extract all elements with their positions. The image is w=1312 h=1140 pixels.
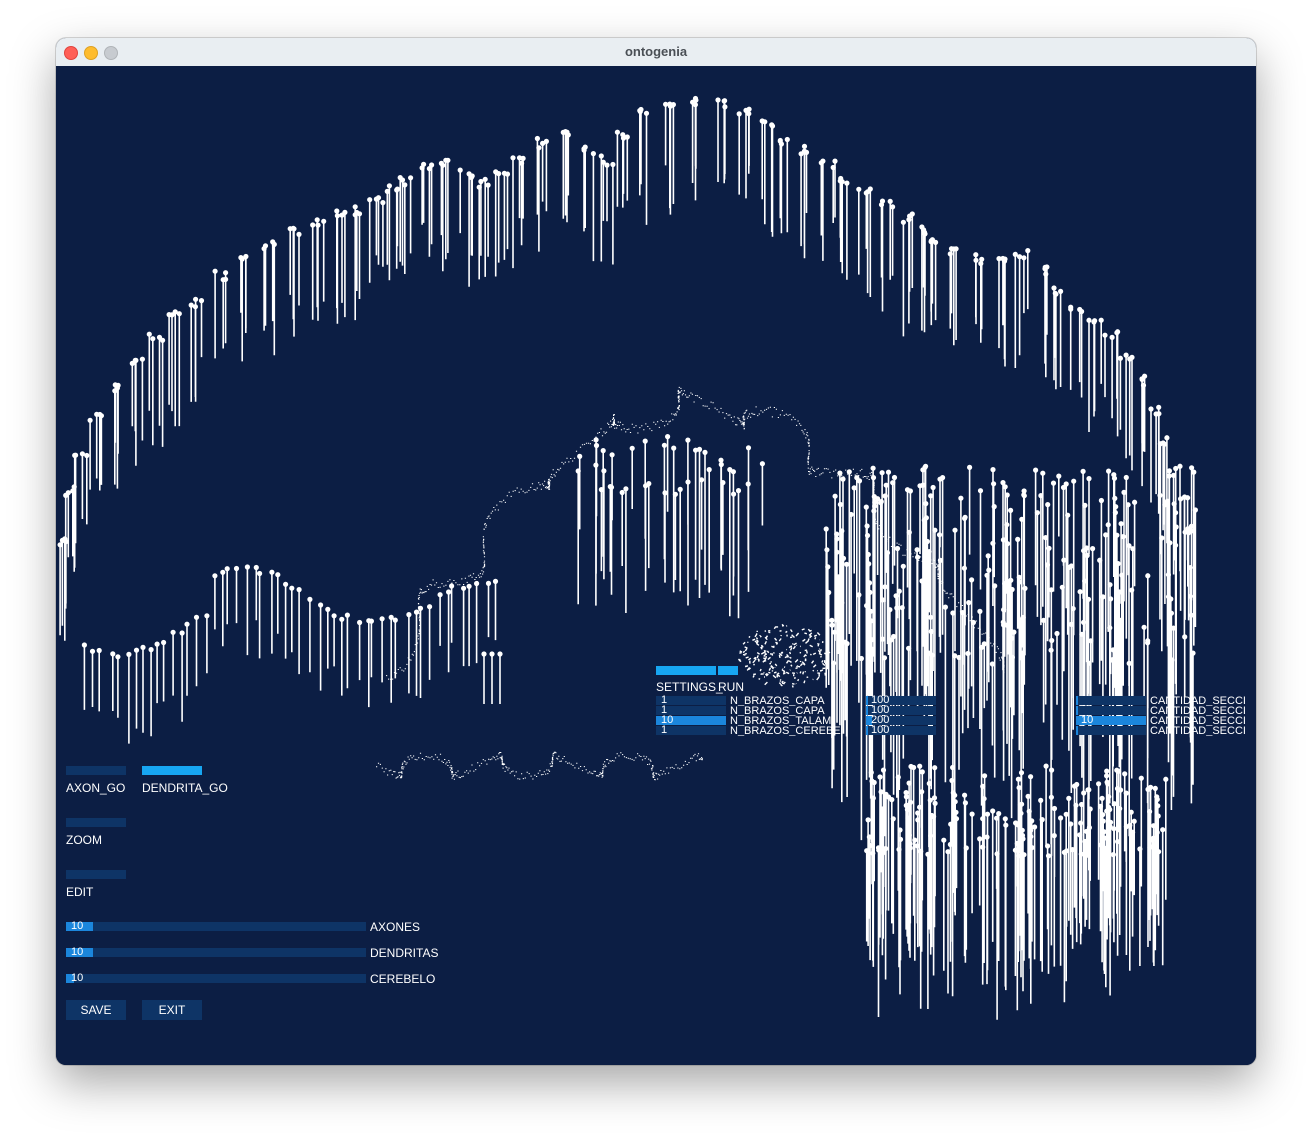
zoom-label: ZOOM [66,833,102,847]
run-toggle[interactable] [718,666,738,675]
axones-slider-fill [66,922,93,931]
edit-toggle[interactable] [66,870,126,879]
overlay-row-label: N_BRAZOS_CAPA [730,696,825,706]
overlay-row-slider-2[interactable]: 100 [866,704,936,716]
minimize-button[interactable] [84,46,98,60]
dendritas-label: DENDRITAS [370,946,439,960]
thalamus-blob [737,623,831,688]
axones-label: AXONES [370,920,421,934]
overlay-row-label: N_BRAZOS_CEREBE [730,726,841,736]
axon-go-label: AXON_GO [66,781,126,795]
axon-go-toggle[interactable] [66,766,126,775]
settings-toggle[interactable] [656,666,716,675]
overlay-row-slider-2-fill [866,726,869,735]
axones-slider[interactable]: 10 [66,920,366,932]
overlay-row-slider-2-fill [866,716,872,725]
overlay-row-slider[interactable]: 10 [656,714,726,726]
dendritas-slider-fill [66,948,93,957]
cerebelo-value: 10 [71,972,84,984]
dendrita-go-label: DENDRITA_GO [142,781,228,795]
brain-visualization [57,95,1199,1020]
cerebelo-label: CEREBELO [370,972,436,986]
overlay-row-value: 10 [661,714,674,726]
overlay-row-slider[interactable]: 1 [656,704,726,716]
title-bar: ontogenia [56,38,1256,67]
overlay-row-slider-3[interactable] [1076,706,1146,715]
overlay-row-label: N_BRAZOS_TALAM [730,716,832,726]
overlay-row-slider-2-fill [866,696,869,705]
overlay-row-slider-2[interactable]: 100 [866,694,936,706]
inner-contour-dots [376,386,1005,781]
brain-canvas: AXON_GO DENDRITA_GO ZOOM EDIT 10 AXONES … [56,66,1256,1065]
overlay-row-slider-fill [656,716,726,725]
overlay-row-slider[interactable]: 1 [656,694,726,706]
overlay-row-value-2: 100 [871,724,890,736]
neuron-pins [57,95,1199,1020]
close-button[interactable] [64,46,78,60]
edit-label: EDIT [66,885,94,899]
overlay-row-slider-3[interactable]: 10 [1076,714,1146,726]
overlay-row-slider-3[interactable] [1076,726,1146,735]
settings-label: SETTINGS_ [656,680,723,694]
zoom-window-button[interactable] [104,46,118,60]
axones-value: 10 [71,920,84,932]
cerebelo-slider-fill [66,974,74,983]
overlay-row-slider-3-fill [1076,726,1079,735]
overlay-row-slider-3-fill [1076,696,1079,705]
overlay-row-value-2: 100 [871,694,890,706]
overlay-row-slider-3-fill [1076,716,1146,725]
overlay-row-slider-2-fill [866,706,869,715]
overlay-row-slider-2[interactable]: 200 [866,714,936,726]
overlay-row-value: 1 [661,694,668,706]
pin-heads [57,95,1199,859]
dendritas-value: 10 [71,946,84,958]
dendrita-go-toggle[interactable] [142,766,202,775]
cerebelo-slider[interactable]: 10 [66,972,366,984]
overlay-row-label: N_BRAZOS_CAPA [730,706,825,716]
thalamus-strokes [737,623,831,688]
overlay-row-value: 1 [661,704,668,716]
overlay-row-value-2: 200 [871,714,890,726]
overlay-row-slider-2[interactable]: 100 [866,724,936,736]
overlay-row-cantidad-label: CANTIDAD_SECCI [1150,706,1246,716]
app-window: ontogenia AXON_GO DENDRITA_GO ZOOM EDIT … [56,38,1256,1065]
overlay-row-cantidad-label: CANTIDAD_SECCI [1150,726,1246,736]
overlay-row-slider-3[interactable] [1076,696,1146,705]
run-label: RUN [718,680,744,694]
dendritas-slider[interactable]: 10 [66,946,366,958]
pin-stems [59,98,1197,1020]
overlay-row-cantidad-label: CANTIDAD_SECCI [1150,696,1246,706]
overlay-row-value-3: 10 [1081,714,1094,726]
overlay-row-slider-3-fill [1076,706,1079,715]
overlay-row-cantidad-label: CANTIDAD_SECCI [1150,716,1246,726]
overlay-row-value-2: 100 [871,704,890,716]
window-title: ontogenia [624,44,688,59]
overlay-row-value: 1 [661,724,668,736]
overlay-row-slider[interactable]: 1 [656,724,726,736]
exit-button[interactable]: EXIT [142,1000,202,1020]
contour-dots [376,386,1005,781]
zoom-toggle[interactable] [66,818,126,827]
save-button[interactable]: SAVE [66,1000,126,1020]
